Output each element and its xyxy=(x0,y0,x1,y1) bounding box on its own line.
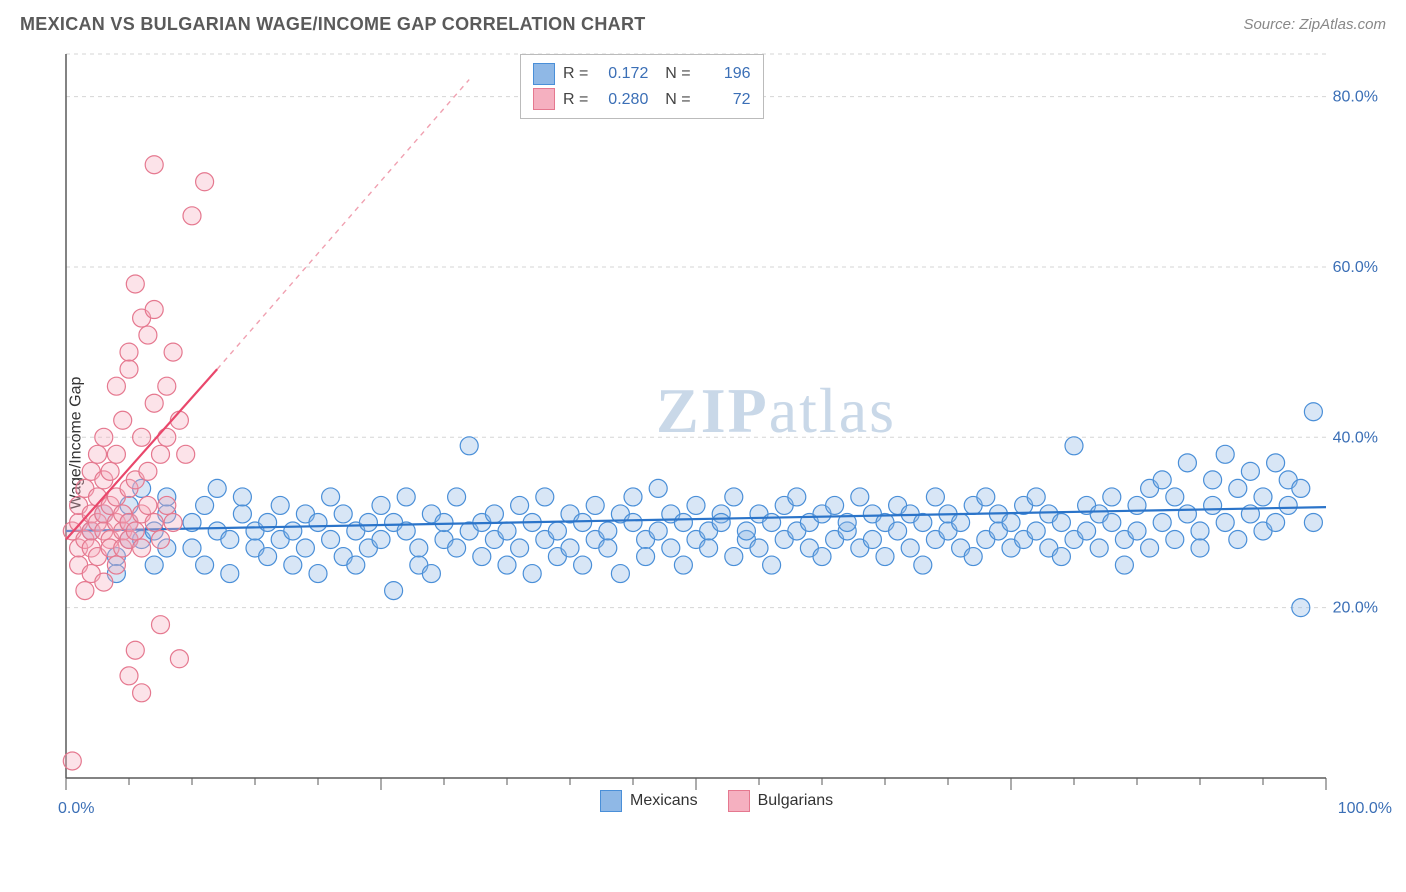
swatch-bulgarians xyxy=(533,88,555,110)
stats-row-mexicans: R = 0.172 N = 196 xyxy=(533,61,751,87)
chart-source: Source: ZipAtlas.com xyxy=(1243,16,1386,33)
svg-text:40.0%: 40.0% xyxy=(1333,429,1378,446)
r-value-bulgarians: 0.280 xyxy=(596,87,648,113)
scatter-svg: 20.0% 40.0% 60.0% 80.0% xyxy=(60,48,1386,838)
n-value-bulgarians: 72 xyxy=(699,87,751,113)
x-label-min: 0.0% xyxy=(58,800,94,818)
legend-item-bulgarians: Bulgarians xyxy=(728,790,834,812)
chart-title: MEXICAN VS BULGARIAN WAGE/INCOME GAP COR… xyxy=(20,14,646,35)
legend-label-mexicans: Mexicans xyxy=(630,792,698,810)
chart-header: MEXICAN VS BULGARIAN WAGE/INCOME GAP COR… xyxy=(0,0,1406,43)
svg-text:80.0%: 80.0% xyxy=(1333,89,1378,106)
svg-text:20.0%: 20.0% xyxy=(1333,600,1378,617)
x-label-max: 100.0% xyxy=(1338,800,1392,818)
chart-container: Wage/Income Gap 20.0%40.0%60.0%80.0% ZIP… xyxy=(20,48,1386,838)
stats-row-bulgarians: R = 0.280 N = 72 xyxy=(533,87,751,113)
n-value-mexicans: 196 xyxy=(699,61,751,87)
plot-area: 20.0%40.0%60.0%80.0% ZIPatlas R = 0.172 … xyxy=(60,48,1386,838)
r-value-mexicans: 0.172 xyxy=(596,61,648,87)
series-legend: Mexicans Bulgarians xyxy=(600,790,833,812)
swatch-mexicans xyxy=(533,63,555,85)
svg-text:60.0%: 60.0% xyxy=(1333,259,1378,276)
swatch-mexicans-icon xyxy=(600,790,622,812)
swatch-bulgarians-icon xyxy=(728,790,750,812)
stats-legend: R = 0.172 N = 196 R = 0.280 N = 72 xyxy=(520,54,764,119)
legend-item-mexicans: Mexicans xyxy=(600,790,698,812)
legend-label-bulgarians: Bulgarians xyxy=(758,792,834,810)
